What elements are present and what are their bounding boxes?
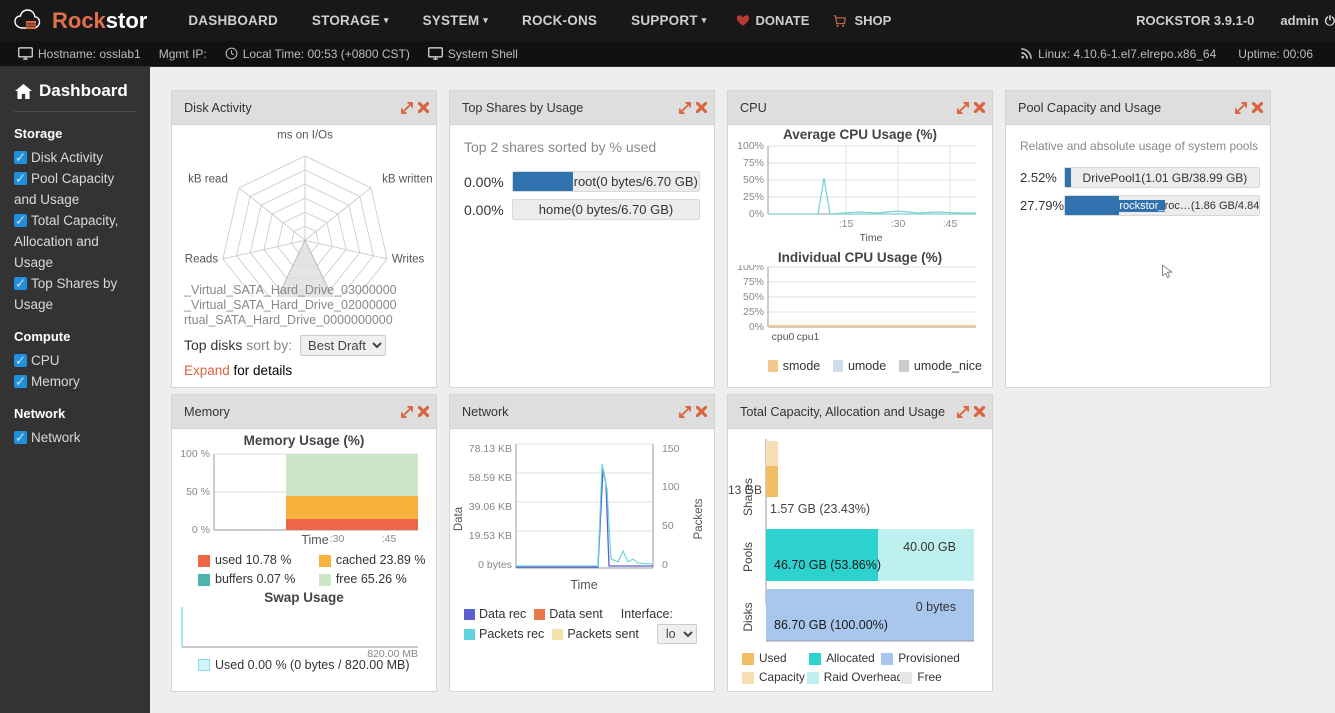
- svg-text:19.53 KB: 19.53 KB: [469, 530, 512, 542]
- svg-text:25%: 25%: [743, 191, 764, 203]
- svg-text:0%: 0%: [749, 321, 764, 333]
- svg-text:50%: 50%: [743, 174, 764, 186]
- svg-text:0: 0: [662, 559, 668, 571]
- svg-text:0 bytes: 0 bytes: [478, 559, 512, 571]
- svg-text:kB written: kB written: [382, 174, 433, 186]
- svg-text:40.00 GB: 40.00 GB: [903, 540, 956, 554]
- svg-text:25%: 25%: [743, 306, 764, 318]
- svg-text:100%: 100%: [737, 265, 764, 273]
- svg-text:50 %: 50 %: [186, 486, 210, 498]
- svg-text:Time: Time: [301, 533, 328, 547]
- svg-text:100: 100: [662, 481, 680, 493]
- svg-text:Writes: Writes: [392, 253, 425, 265]
- svg-text:50%: 50%: [743, 291, 764, 303]
- svg-text:50: 50: [662, 520, 674, 532]
- svg-text:Time: Time: [570, 578, 597, 592]
- svg-text:86.70 GB (100.00%): 86.70 GB (100.00%): [774, 618, 888, 632]
- svg-text:kB read: kB read: [188, 174, 228, 186]
- svg-text::45: :45: [382, 533, 397, 545]
- svg-text:150: 150: [662, 443, 680, 455]
- svg-text::45: :45: [943, 218, 958, 230]
- svg-text:Data: Data: [453, 506, 465, 531]
- svg-text:39.06 KB: 39.06 KB: [469, 501, 512, 513]
- svg-text:Disks: Disks: [741, 602, 755, 631]
- svg-text:Packets: Packets: [693, 498, 705, 539]
- svg-text:cpu0: cpu0: [772, 331, 795, 343]
- svg-text:78.13 KB: 78.13 KB: [469, 443, 512, 455]
- svg-text:0 bytes: 0 bytes: [916, 600, 956, 614]
- svg-text:Time: Time: [860, 232, 883, 244]
- svg-text:75%: 75%: [743, 276, 764, 288]
- svg-text:58.59 KB: 58.59 KB: [469, 472, 512, 484]
- svg-text:86.70 GB: 86.70 GB: [928, 646, 974, 647]
- svg-text::15: :15: [839, 218, 854, 230]
- svg-text:Reads: Reads: [185, 253, 219, 265]
- svg-text:0 %: 0 %: [192, 524, 210, 536]
- svg-text::30: :30: [891, 218, 906, 230]
- svg-text:cpu1: cpu1: [797, 331, 820, 343]
- svg-text:75%: 75%: [743, 157, 764, 169]
- svg-text:0%: 0%: [749, 208, 764, 220]
- svg-text:46.70 GB (53.86%): 46.70 GB (53.86%): [774, 558, 881, 572]
- svg-text:1.57 GB (23.43%): 1.57 GB (23.43%): [770, 502, 870, 516]
- svg-text:100%: 100%: [737, 142, 764, 152]
- svg-text:820.00 MB: 820.00 MB: [367, 648, 418, 657]
- svg-text:100 %: 100 %: [180, 448, 210, 460]
- svg-text:Pools: Pools: [741, 542, 755, 572]
- svg-text:Shares: Shares: [741, 478, 755, 516]
- svg-text::30: :30: [330, 533, 345, 545]
- svg-text:ms on I/Os: ms on I/Os: [277, 129, 333, 141]
